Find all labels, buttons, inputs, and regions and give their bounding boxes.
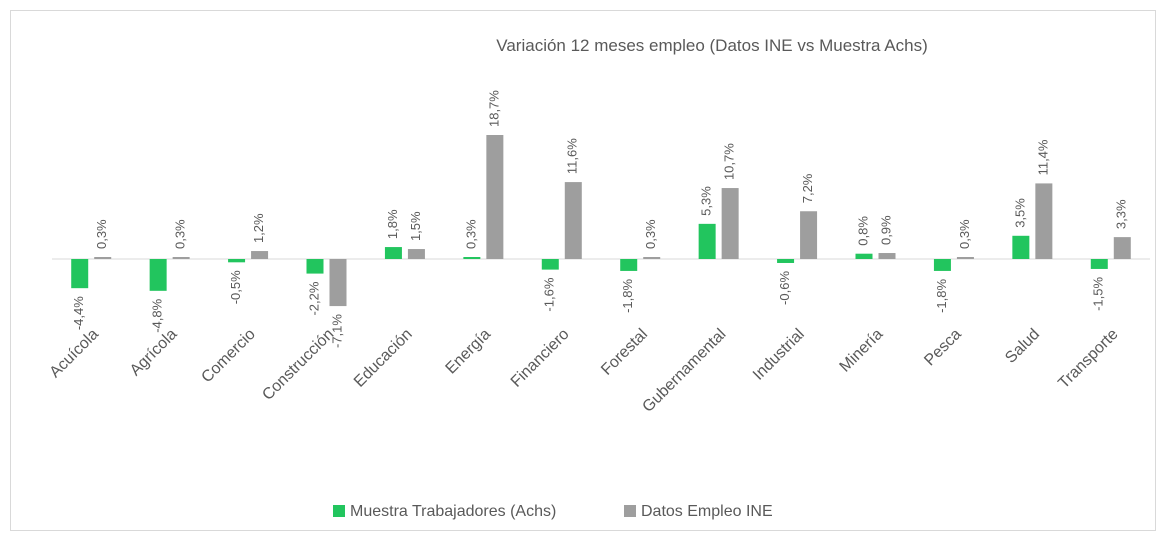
bar xyxy=(149,259,167,291)
value-label: 3,5% xyxy=(1012,198,1027,228)
value-label: 0,3% xyxy=(94,219,109,249)
value-label: -1,8% xyxy=(620,279,635,313)
bar xyxy=(855,253,873,259)
bar xyxy=(800,211,818,259)
value-label: -1,5% xyxy=(1091,277,1106,311)
legend-swatch xyxy=(333,505,345,517)
value-label: 7,2% xyxy=(800,173,815,203)
value-label: -1,6% xyxy=(542,277,557,311)
bar xyxy=(172,257,190,259)
bar xyxy=(777,259,795,263)
bar xyxy=(620,259,638,271)
value-label: 0,3% xyxy=(957,219,972,249)
value-label: 3,3% xyxy=(1114,199,1129,229)
value-label: -2,2% xyxy=(306,281,321,315)
bar xyxy=(564,182,582,259)
value-label: 0,3% xyxy=(643,219,658,249)
bar xyxy=(486,135,504,259)
bar xyxy=(228,259,246,263)
bar xyxy=(251,251,269,259)
bar xyxy=(384,247,402,259)
value-label: 0,9% xyxy=(878,215,893,245)
value-label: 11,4% xyxy=(1035,139,1050,175)
bar xyxy=(94,257,112,259)
bar xyxy=(878,253,896,259)
value-label: -4,4% xyxy=(71,296,86,330)
legend-swatch xyxy=(624,505,636,517)
value-label: -0,5% xyxy=(228,270,243,304)
value-label: 10,7% xyxy=(722,143,737,180)
legend-label: Muestra Trabajadores (Achs) xyxy=(350,503,556,520)
bar xyxy=(306,259,324,274)
value-label: 0,8% xyxy=(855,216,870,246)
value-label: 1,5% xyxy=(408,211,423,241)
chart-frame xyxy=(10,10,1156,531)
bar xyxy=(541,259,559,270)
bar xyxy=(721,188,739,259)
value-label: 1,8% xyxy=(385,209,400,239)
value-label: -1,8% xyxy=(934,279,949,313)
value-label: 0,3% xyxy=(173,219,188,249)
bar xyxy=(933,259,951,271)
bar xyxy=(329,259,347,307)
chart-title: Variación 12 meses empleo (Datos INE vs … xyxy=(496,36,927,55)
bar xyxy=(463,257,481,259)
value-label: 0,3% xyxy=(463,219,478,249)
value-label: 1,2% xyxy=(251,213,266,243)
bar xyxy=(1012,235,1030,259)
value-label: 5,3% xyxy=(699,186,714,216)
bar xyxy=(1090,259,1108,269)
value-label: 18,7% xyxy=(486,90,501,127)
bar xyxy=(1035,183,1053,259)
bar xyxy=(956,257,974,259)
bar xyxy=(1113,237,1131,259)
value-label: -7,1% xyxy=(329,314,344,348)
bar xyxy=(643,257,661,259)
legend-label: Datos Empleo INE xyxy=(641,503,773,520)
value-label: -0,6% xyxy=(777,271,792,305)
value-label: 11,6% xyxy=(565,138,580,174)
bar xyxy=(407,249,425,259)
bar xyxy=(698,223,716,259)
bar xyxy=(71,259,89,289)
value-label: -4,8% xyxy=(150,298,165,332)
